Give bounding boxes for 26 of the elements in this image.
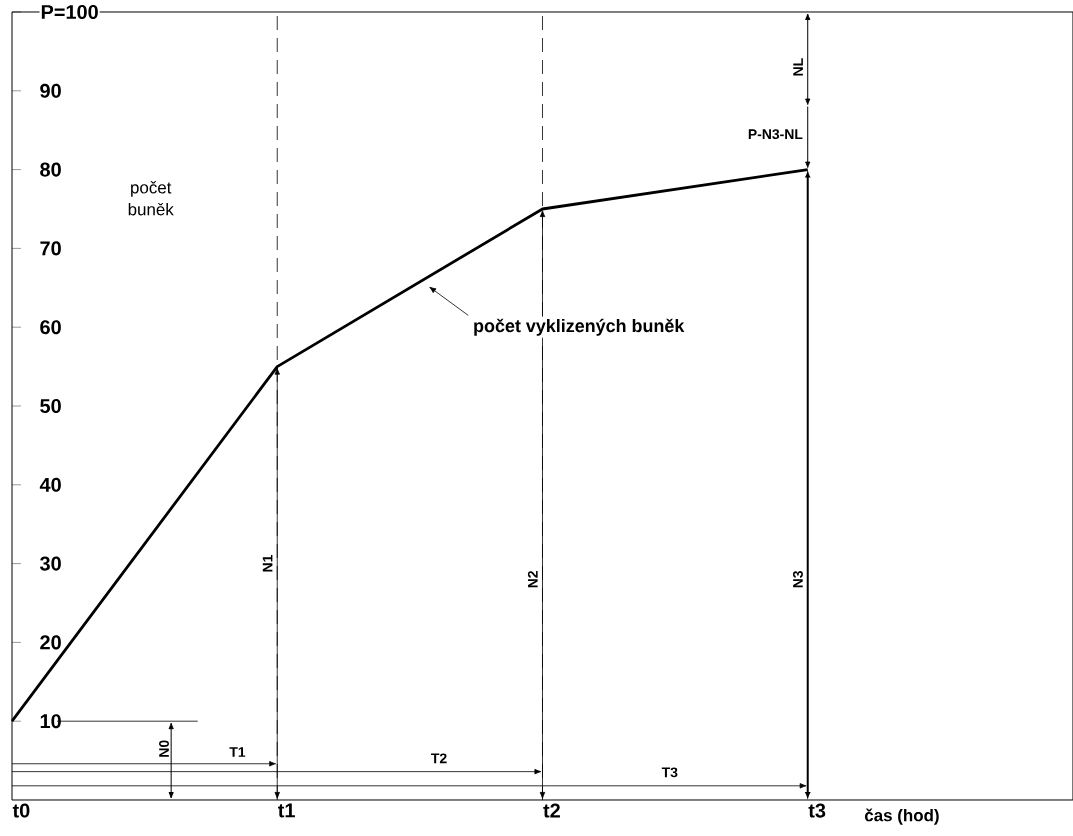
annotation: N1 xyxy=(262,555,273,572)
x-tick-label: t2 xyxy=(543,803,560,818)
annotation: N3 xyxy=(792,570,803,588)
x-tick-label: t1 xyxy=(278,803,295,818)
annotation: N2 xyxy=(527,571,538,588)
x-tick-label: t0 xyxy=(12,803,30,818)
y-tick-label: 10 xyxy=(40,714,61,729)
annotation: T2 xyxy=(431,753,447,764)
x-axis-title: čas (hod) xyxy=(864,808,939,825)
annotation: T3 xyxy=(661,767,678,778)
y-tick-label: 60 xyxy=(40,320,61,335)
annotation: N0 xyxy=(159,740,169,757)
y-tick-label: P=100 xyxy=(41,4,98,20)
annotation: P-N3-NL xyxy=(748,129,803,140)
y-tick-label: 20 xyxy=(40,635,61,650)
annotation: NL xyxy=(793,58,803,76)
y-axis-title: počet buněk xyxy=(128,181,174,216)
annotation: T1 xyxy=(229,747,246,757)
y-tick-label: 30 xyxy=(39,556,61,571)
y-tick-label: 70 xyxy=(40,241,61,256)
y-tick-label: 90 xyxy=(40,83,61,98)
y-tick-label: 50 xyxy=(40,398,61,414)
y-tick-label: 80 xyxy=(40,162,61,177)
y-tick-label: 40 xyxy=(39,477,61,492)
annotation: počet vyklizených buněk xyxy=(474,318,685,336)
x-tick-label: t3 xyxy=(808,803,826,818)
